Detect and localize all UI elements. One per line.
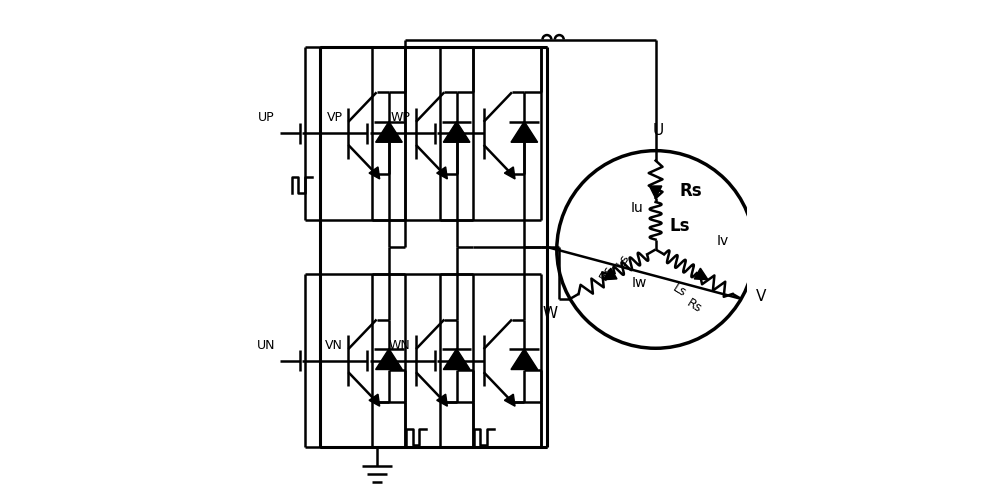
Text: VP: VP <box>327 112 343 124</box>
Text: Iv: Iv <box>716 234 728 247</box>
Polygon shape <box>369 394 380 406</box>
Polygon shape <box>511 122 538 142</box>
Text: W: W <box>543 306 558 321</box>
Text: Iw: Iw <box>632 276 647 289</box>
Text: UP: UP <box>258 112 275 124</box>
Text: Rs: Rs <box>597 262 616 282</box>
Polygon shape <box>437 167 447 179</box>
Text: Ls: Ls <box>670 281 688 299</box>
Text: UN: UN <box>256 339 275 352</box>
Polygon shape <box>511 349 538 370</box>
Polygon shape <box>603 268 617 280</box>
Polygon shape <box>376 122 402 142</box>
Polygon shape <box>443 122 470 142</box>
Polygon shape <box>443 349 470 370</box>
Polygon shape <box>437 394 447 406</box>
Polygon shape <box>504 394 515 406</box>
Text: Iu: Iu <box>630 202 643 215</box>
Text: V: V <box>756 289 766 304</box>
Polygon shape <box>649 186 662 198</box>
Text: Ls: Ls <box>614 251 633 270</box>
Text: Rs: Rs <box>684 296 704 316</box>
Text: Rs: Rs <box>680 182 702 200</box>
Polygon shape <box>694 268 708 280</box>
Text: Ls: Ls <box>669 217 690 235</box>
Polygon shape <box>369 167 380 179</box>
Text: U: U <box>652 124 664 138</box>
Text: WN: WN <box>389 339 410 352</box>
Text: WP: WP <box>390 112 410 124</box>
Text: VN: VN <box>325 339 343 352</box>
Polygon shape <box>504 167 515 179</box>
Polygon shape <box>376 349 402 370</box>
